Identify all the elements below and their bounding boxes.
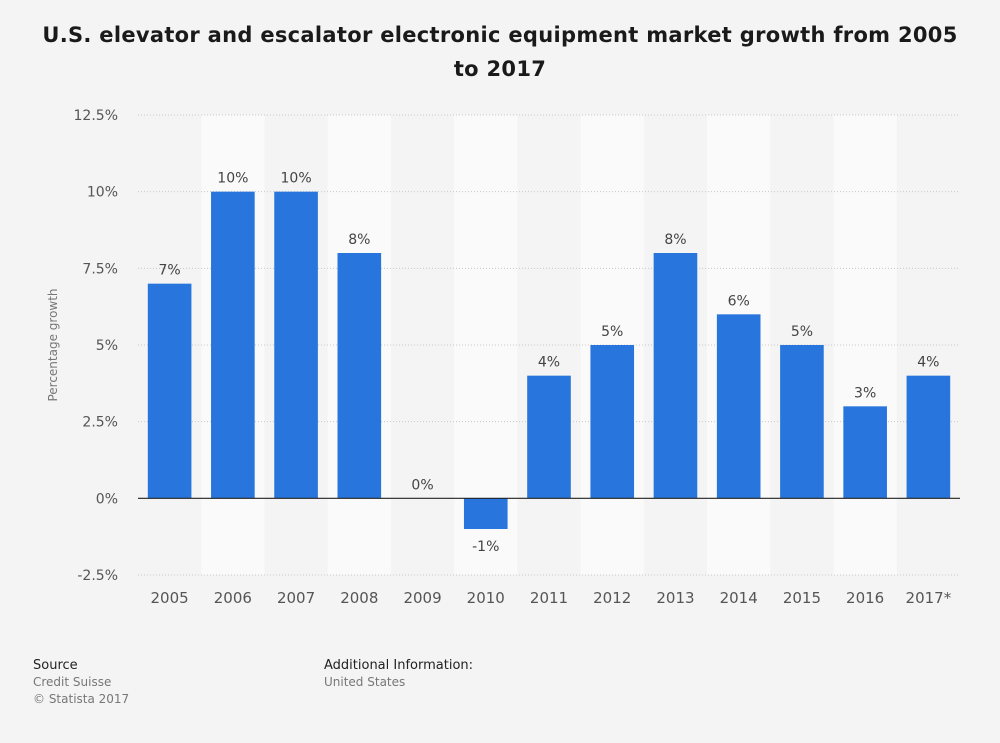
bar-2008	[337, 253, 382, 499]
x-tick-label: 2009	[403, 589, 441, 607]
y-tick-label: 12.5%	[74, 108, 118, 124]
data-labels: 7% 10% 10% 8% 0% -1% 4% 5% 8% 6% 5% 3% 4%	[159, 171, 940, 555]
data-label: 4%	[538, 355, 560, 371]
data-label: 3%	[854, 385, 876, 401]
x-tick-label: 2006	[214, 589, 252, 607]
data-label: 10%	[281, 171, 312, 187]
bar-chart: 12.5% 10% 7.5% 5% 2.5% 0% -2.5% 7% 10% 10% 8% 0% -1…	[46, 108, 960, 607]
x-tick-label: 2012	[593, 589, 631, 607]
bar-2007	[274, 191, 318, 499]
y-tick-label: 10%	[87, 185, 118, 201]
y-axis-ticks: 12.5% 10% 7.5% 5% 2.5% 0% -2.5%	[74, 108, 118, 584]
x-tick-label: 2016	[846, 589, 884, 607]
x-tick-label: 2005	[151, 589, 189, 607]
additional-info-heading: Additional Information:	[324, 658, 474, 673]
data-label: 10%	[217, 171, 248, 187]
x-tick-label: 2017*	[906, 589, 952, 607]
bar-2017*	[906, 375, 951, 499]
bar-2014	[716, 314, 761, 499]
y-tick-label: 5%	[96, 338, 118, 354]
data-label: 5%	[601, 324, 623, 340]
bar-2010	[463, 498, 508, 529]
bars	[147, 191, 951, 529]
source-heading: Source	[33, 658, 78, 673]
bar-2015	[780, 345, 824, 499]
data-label: 7%	[159, 263, 181, 279]
data-label: 0%	[411, 477, 433, 493]
additional-info-block: Additional Information: United States	[324, 657, 473, 691]
x-tick-label: 2013	[656, 589, 694, 607]
y-tick-label: 7.5%	[82, 261, 118, 277]
x-tick-label: 2014	[720, 589, 758, 607]
data-label: 4%	[917, 355, 939, 371]
source-line-1: Credit Suisse	[33, 675, 112, 689]
copyright-line: © Statista 2017	[33, 692, 130, 706]
bar-2012	[590, 345, 635, 499]
bar-2013	[653, 253, 698, 499]
y-tick-label: 0%	[96, 491, 118, 507]
bar-2005	[147, 283, 192, 499]
x-tick-label: 2008	[340, 589, 378, 607]
bar-2011	[527, 375, 571, 499]
x-tick-label: 2015	[783, 589, 821, 607]
y-tick-label: -2.5%	[77, 568, 118, 584]
bar-2016	[843, 406, 887, 499]
additional-info-line: United States	[324, 675, 406, 689]
y-axis-label: Percentage growth	[46, 288, 60, 401]
chart-title: U.S. elevator and escalator electronic e…	[42, 23, 958, 81]
x-axis-ticks: 2005 2006 2007 2008 2009 2010 2011 2012 2013 2014…	[151, 589, 952, 607]
data-label: 5%	[791, 324, 813, 340]
data-label: 8%	[664, 232, 686, 248]
data-label: 8%	[348, 232, 370, 248]
x-tick-label: 2011	[530, 589, 568, 607]
source-block: Source Credit Suisse © Statista 2017	[33, 657, 129, 708]
data-label: -1%	[472, 539, 499, 555]
bar-2006	[211, 191, 255, 499]
y-tick-label: 2.5%	[82, 415, 118, 431]
x-tick-label: 2010	[467, 589, 505, 607]
data-label: 6%	[728, 293, 750, 309]
x-tick-label: 2007	[277, 589, 315, 607]
